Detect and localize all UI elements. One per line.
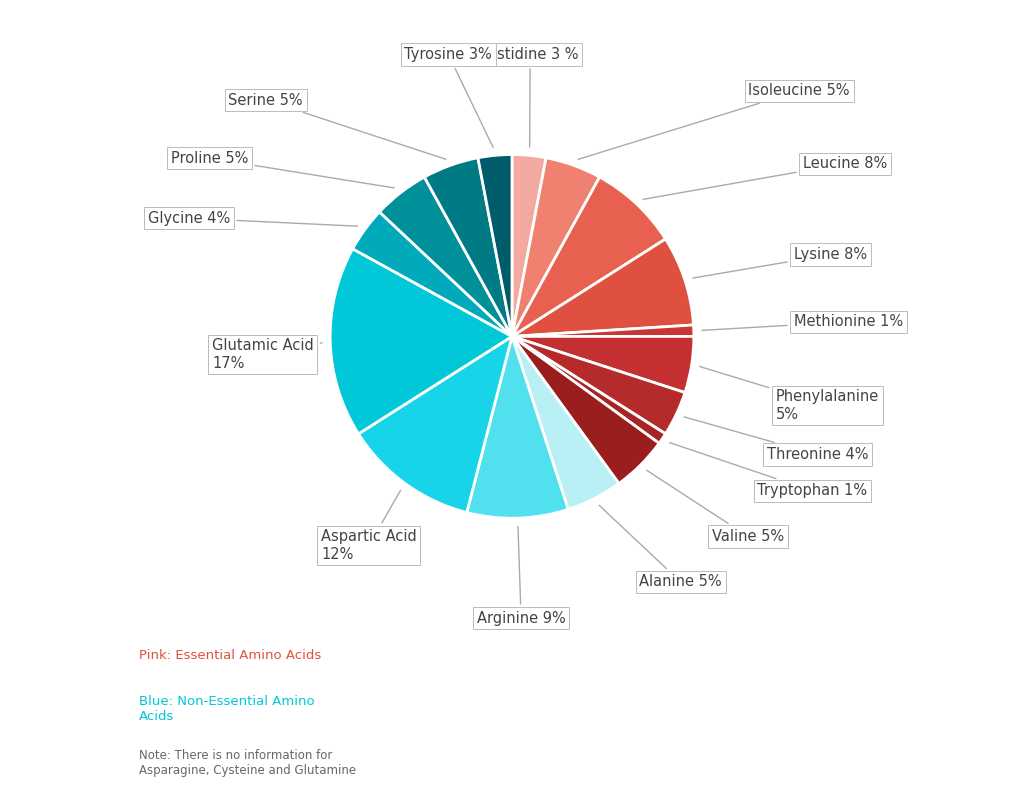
Wedge shape: [512, 157, 600, 336]
Text: Phenylalanine
5%: Phenylalanine 5%: [699, 366, 879, 422]
Text: Leucine 8%: Leucine 8%: [643, 156, 887, 199]
Wedge shape: [380, 177, 512, 336]
Wedge shape: [358, 336, 512, 513]
Text: Isoleucine 5%: Isoleucine 5%: [579, 83, 850, 159]
Text: Proline 5%: Proline 5%: [171, 151, 394, 188]
Wedge shape: [512, 336, 694, 392]
Wedge shape: [467, 336, 568, 518]
Wedge shape: [512, 154, 546, 336]
Wedge shape: [512, 336, 618, 509]
Text: Blue: Non-Essential Amino
Acids: Blue: Non-Essential Amino Acids: [139, 694, 314, 723]
Text: Tryptophan 1%: Tryptophan 1%: [670, 443, 867, 498]
Wedge shape: [512, 336, 659, 483]
Wedge shape: [330, 249, 512, 433]
Text: Lysine 8%: Lysine 8%: [693, 247, 867, 278]
Text: Tyrosine 3%: Tyrosine 3%: [404, 47, 494, 147]
Text: Serine 5%: Serine 5%: [228, 93, 445, 159]
Wedge shape: [424, 157, 512, 336]
Text: Threonine 4%: Threonine 4%: [684, 417, 868, 462]
Text: Alanine 5%: Alanine 5%: [599, 505, 722, 589]
Text: Note: There is no information for
Asparagine, Cysteine and Glutamine: Note: There is no information for Aspara…: [139, 749, 356, 778]
Text: Methionine 1%: Methionine 1%: [702, 314, 903, 331]
Text: Valine 5%: Valine 5%: [647, 471, 784, 544]
Wedge shape: [512, 325, 694, 336]
Wedge shape: [512, 336, 685, 433]
Wedge shape: [512, 336, 666, 443]
Text: Histidine 3 %: Histidine 3 %: [482, 47, 579, 147]
Text: Arginine 9%: Arginine 9%: [477, 526, 565, 626]
Wedge shape: [352, 212, 512, 336]
Text: Pink: Essential Amino Acids: Pink: Essential Amino Acids: [139, 649, 322, 662]
Wedge shape: [478, 154, 512, 336]
Wedge shape: [512, 177, 666, 336]
Text: Glutamic Acid
17%: Glutamic Acid 17%: [212, 339, 323, 371]
Text: Aspartic Acid
12%: Aspartic Acid 12%: [322, 490, 417, 562]
Wedge shape: [512, 239, 693, 336]
Text: Glycine 4%: Glycine 4%: [147, 210, 357, 226]
